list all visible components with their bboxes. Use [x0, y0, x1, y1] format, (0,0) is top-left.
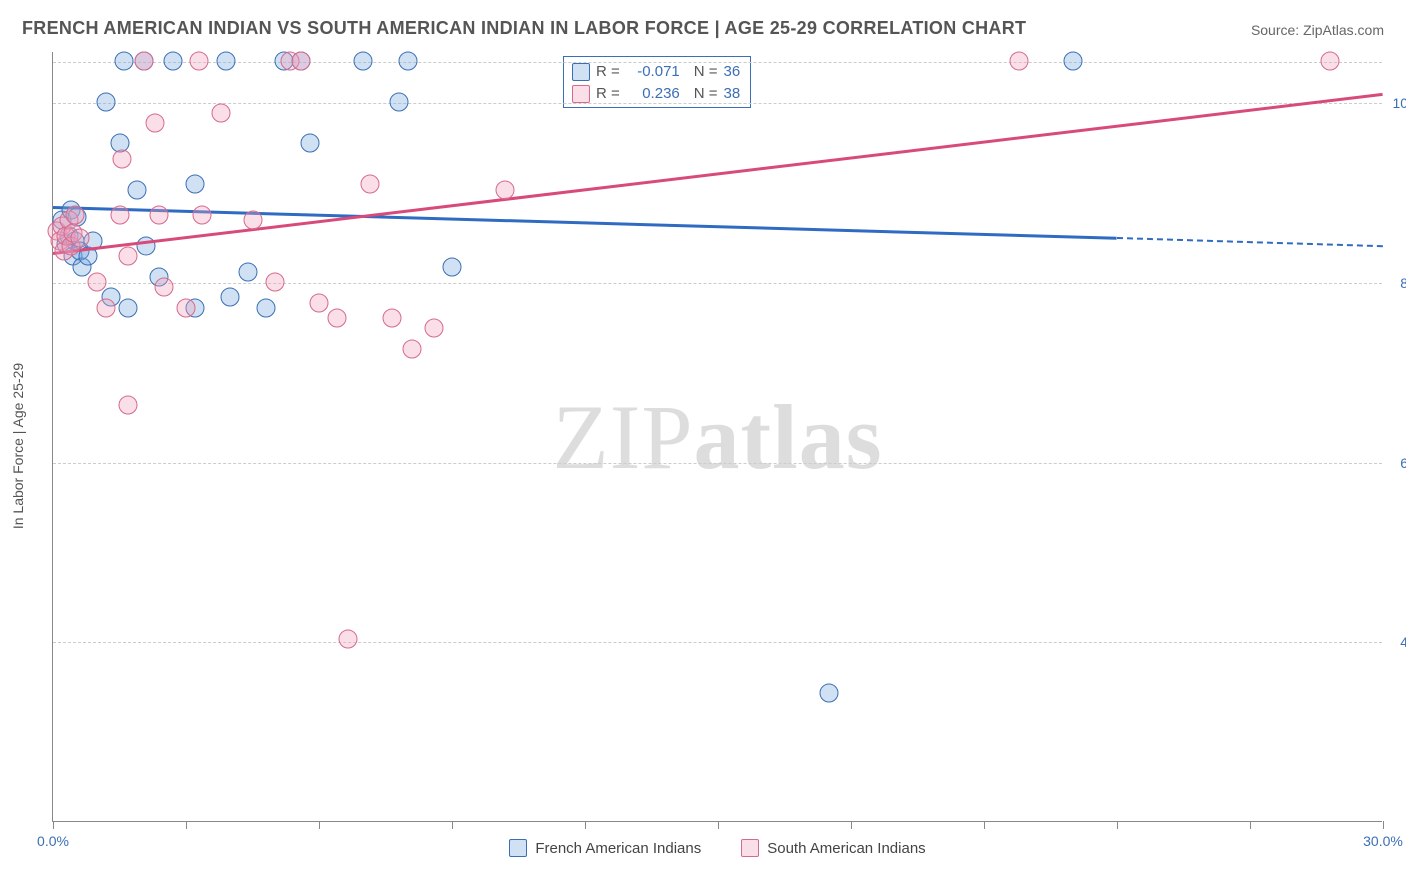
data-point	[192, 206, 211, 225]
gridline	[53, 642, 1382, 643]
legend-label: South American Indians	[767, 840, 925, 857]
x-tick-label: 30.0%	[1363, 833, 1403, 849]
data-point	[110, 206, 129, 225]
data-point	[383, 308, 402, 327]
stats-label: R =	[596, 83, 620, 105]
data-point	[145, 113, 164, 132]
x-tick	[53, 821, 54, 829]
data-point	[97, 93, 116, 112]
stats-row: R = 0.236 N = 38	[572, 83, 740, 105]
data-point	[212, 103, 231, 122]
trend-line	[53, 93, 1383, 255]
stats-row: R = -0.071 N = 36	[572, 61, 740, 83]
data-point	[301, 134, 320, 153]
stats-label: N =	[694, 83, 718, 105]
data-point	[389, 93, 408, 112]
chart-title: FRENCH AMERICAN INDIAN VS SOUTH AMERICAN…	[22, 18, 1026, 39]
stats-r-value: -0.071	[626, 61, 680, 83]
gridline	[53, 283, 1382, 284]
data-point	[97, 298, 116, 317]
legend-swatch-icon	[572, 63, 590, 81]
x-tick	[718, 821, 719, 829]
legend-swatch-icon	[572, 85, 590, 103]
data-point	[70, 228, 89, 247]
data-point	[1010, 52, 1029, 71]
y-axis-label: In Labor Force | Age 25-29	[10, 363, 26, 529]
x-tick	[585, 821, 586, 829]
data-point	[190, 52, 209, 71]
data-point	[185, 175, 204, 194]
x-tick	[1383, 821, 1384, 829]
data-point	[338, 630, 357, 649]
y-tick-label: 65.0%	[1400, 455, 1406, 471]
x-tick	[1117, 821, 1118, 829]
data-point	[443, 257, 462, 276]
gridline	[53, 103, 1382, 104]
data-point	[398, 52, 417, 71]
x-tick	[452, 821, 453, 829]
correlation-chart: FRENCH AMERICAN INDIAN VS SOUTH AMERICAN…	[0, 0, 1406, 892]
gridline	[53, 62, 1382, 63]
data-point	[163, 52, 182, 71]
data-point	[114, 52, 133, 71]
data-point	[327, 308, 346, 327]
x-tick	[1250, 821, 1251, 829]
data-point	[425, 319, 444, 338]
data-point	[112, 149, 131, 168]
trend-line-extrapolated	[1117, 237, 1383, 247]
data-point	[1063, 52, 1082, 71]
data-point	[119, 396, 138, 415]
data-point	[265, 273, 284, 292]
legend-item: French American Indians	[509, 839, 701, 857]
data-point	[216, 52, 235, 71]
plot-area: ZIPatlas R =-0.071N =36R =0.236N =38 Fre…	[52, 52, 1382, 822]
data-point	[221, 288, 240, 307]
data-point	[354, 52, 373, 71]
data-point	[403, 339, 422, 358]
data-point	[256, 298, 275, 317]
legend-item: South American Indians	[741, 839, 925, 857]
chart-source: Source: ZipAtlas.com	[1251, 22, 1384, 38]
gridline	[53, 463, 1382, 464]
x-tick	[851, 821, 852, 829]
stats-n-value: 36	[724, 61, 741, 83]
legend-label: French American Indians	[535, 840, 701, 857]
data-point	[243, 211, 262, 230]
stats-r-value: 0.236	[626, 83, 680, 105]
stats-label: N =	[694, 61, 718, 83]
x-tick-label: 0.0%	[37, 833, 69, 849]
data-point	[496, 180, 515, 199]
x-tick	[984, 821, 985, 829]
data-point	[150, 206, 169, 225]
data-point	[66, 206, 85, 225]
y-tick-label: 47.5%	[1400, 634, 1406, 650]
data-point	[88, 273, 107, 292]
x-tick	[186, 821, 187, 829]
stats-n-value: 38	[724, 83, 741, 105]
y-tick-label: 100.0%	[1393, 95, 1406, 111]
data-point	[177, 298, 196, 317]
data-point	[1320, 52, 1339, 71]
data-point	[239, 262, 258, 281]
data-point	[292, 52, 311, 71]
legend-swatch-icon	[741, 839, 759, 857]
legend: French American Indians South American In…	[53, 839, 1382, 857]
data-point	[119, 298, 138, 317]
x-tick	[319, 821, 320, 829]
data-point	[134, 52, 153, 71]
legend-swatch-icon	[509, 839, 527, 857]
data-point	[154, 278, 173, 297]
data-point	[119, 247, 138, 266]
data-point	[360, 175, 379, 194]
data-point	[819, 683, 838, 702]
correlation-stats-box: R = -0.071 N = 36 R = 0.236 N = 38	[563, 56, 751, 108]
stats-label: R =	[596, 61, 620, 83]
watermark: ZIPatlas	[553, 384, 883, 490]
data-point	[128, 180, 147, 199]
y-tick-label: 82.5%	[1400, 275, 1406, 291]
data-point	[310, 293, 329, 312]
